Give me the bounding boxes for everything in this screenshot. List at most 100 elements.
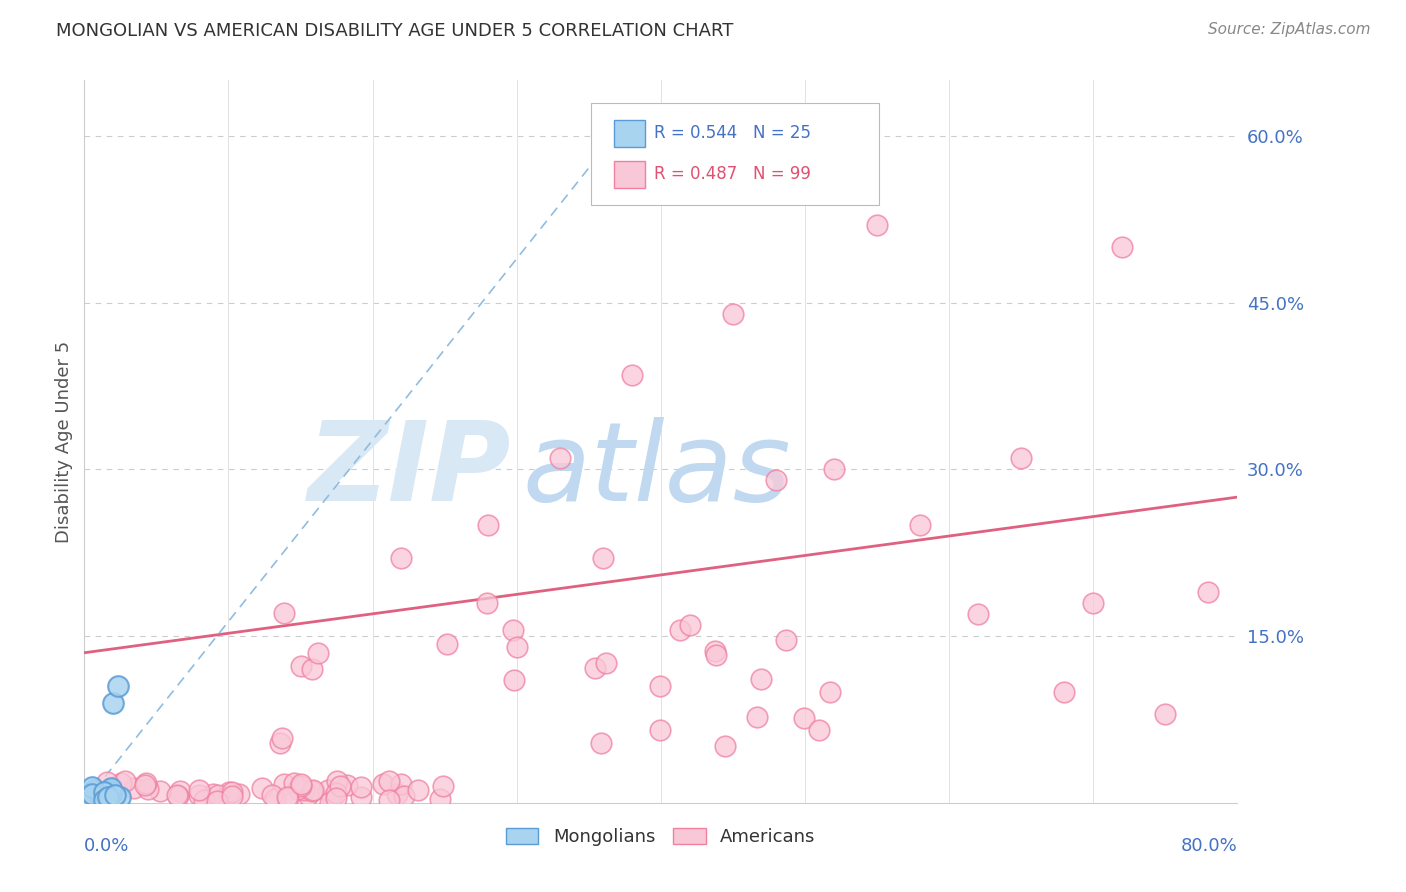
Text: atlas: atlas xyxy=(523,417,792,524)
Point xyxy=(83,783,105,797)
Point xyxy=(392,789,415,804)
Point xyxy=(321,791,343,805)
Point xyxy=(506,640,529,655)
Point xyxy=(149,783,172,797)
Point xyxy=(301,662,323,676)
Point xyxy=(336,778,359,792)
Point xyxy=(94,789,117,804)
Point xyxy=(387,788,409,802)
Text: R = 0.544   N = 25: R = 0.544 N = 25 xyxy=(654,124,811,142)
Point xyxy=(270,731,292,745)
Point xyxy=(166,788,188,802)
Legend: Mongolians, Americans: Mongolians, Americans xyxy=(499,821,823,853)
Point xyxy=(302,782,325,797)
Point xyxy=(97,789,120,804)
Point xyxy=(391,551,413,566)
Point xyxy=(86,788,108,802)
Point xyxy=(107,679,129,693)
Point xyxy=(136,782,159,797)
Point xyxy=(108,790,131,805)
Y-axis label: Disability Age Under 5: Disability Age Under 5 xyxy=(55,341,73,542)
Point xyxy=(187,788,209,802)
Point xyxy=(193,793,215,807)
Point xyxy=(207,794,229,808)
Point xyxy=(329,779,352,793)
Point xyxy=(135,776,157,790)
Point xyxy=(301,783,323,797)
Point xyxy=(89,788,111,802)
Point xyxy=(166,789,188,803)
Point xyxy=(201,787,224,801)
Point xyxy=(290,777,312,791)
Point xyxy=(86,786,108,800)
Point xyxy=(221,785,243,799)
Point xyxy=(477,596,499,610)
Point xyxy=(679,618,702,632)
Point xyxy=(96,775,118,789)
Point xyxy=(260,788,283,802)
Point xyxy=(1083,596,1105,610)
Text: 0.0%: 0.0% xyxy=(84,838,129,855)
Point xyxy=(218,785,240,799)
Text: 80.0%: 80.0% xyxy=(1181,838,1237,855)
Point xyxy=(1010,451,1032,466)
Point xyxy=(910,517,932,532)
Point xyxy=(110,775,132,789)
Point xyxy=(90,788,112,802)
Point xyxy=(704,643,727,657)
Point xyxy=(866,218,889,232)
Point xyxy=(704,648,727,663)
Point xyxy=(389,777,412,791)
Point xyxy=(207,789,229,803)
Text: Source: ZipAtlas.com: Source: ZipAtlas.com xyxy=(1208,22,1371,37)
Point xyxy=(595,656,617,670)
Point xyxy=(669,623,692,637)
Point xyxy=(436,636,458,650)
Point xyxy=(502,624,524,638)
Point xyxy=(1053,684,1076,698)
Point xyxy=(377,793,399,807)
Point xyxy=(100,780,122,795)
Point xyxy=(429,792,451,806)
Point xyxy=(745,710,768,724)
Point xyxy=(188,782,211,797)
Text: MONGOLIAN VS AMERICAN DISABILITY AGE UNDER 5 CORRELATION CHART: MONGOLIAN VS AMERICAN DISABILITY AGE UND… xyxy=(56,22,734,40)
Point xyxy=(100,787,122,801)
Point xyxy=(283,775,305,789)
Point xyxy=(793,711,815,725)
Point xyxy=(325,786,347,800)
Point xyxy=(84,785,107,799)
Point xyxy=(378,773,401,788)
Point xyxy=(82,780,104,794)
Point xyxy=(775,632,797,647)
Point xyxy=(103,696,124,710)
Point xyxy=(548,451,571,466)
Point xyxy=(721,307,744,321)
Point xyxy=(326,773,349,788)
Point xyxy=(290,659,312,673)
Point xyxy=(98,783,121,797)
Point xyxy=(93,785,115,799)
Point xyxy=(250,780,273,795)
Point xyxy=(273,777,295,791)
Point xyxy=(122,780,145,795)
Point xyxy=(269,735,291,749)
Point xyxy=(807,723,830,737)
Point xyxy=(325,791,347,805)
Point xyxy=(503,673,526,687)
Point xyxy=(100,789,122,803)
Point xyxy=(307,646,329,660)
Point xyxy=(169,784,191,798)
Text: ZIP: ZIP xyxy=(308,417,510,524)
Point xyxy=(1111,240,1133,254)
Point xyxy=(589,736,612,750)
Text: R = 0.487   N = 99: R = 0.487 N = 99 xyxy=(654,166,811,184)
Point xyxy=(134,778,156,792)
Point xyxy=(967,607,990,621)
Point xyxy=(221,789,243,803)
Point xyxy=(823,462,845,476)
Point xyxy=(91,793,114,807)
Point xyxy=(319,795,342,809)
Point xyxy=(114,773,136,788)
Point xyxy=(765,474,787,488)
